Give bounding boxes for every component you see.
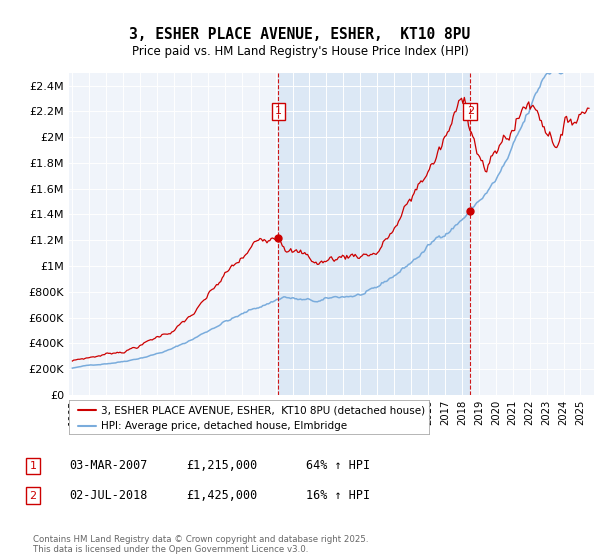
Bar bbox=[278, 73, 470, 395]
Text: 3, ESHER PLACE AVENUE, ESHER,  KT10 8PU: 3, ESHER PLACE AVENUE, ESHER, KT10 8PU bbox=[130, 27, 470, 42]
Text: Contains HM Land Registry data © Crown copyright and database right 2025.
This d: Contains HM Land Registry data © Crown c… bbox=[33, 535, 368, 554]
Text: £1,215,000: £1,215,000 bbox=[186, 459, 257, 473]
Text: 03-MAR-2007: 03-MAR-2007 bbox=[69, 459, 148, 473]
Text: 64% ↑ HPI: 64% ↑ HPI bbox=[306, 459, 370, 473]
Text: Price paid vs. HM Land Registry's House Price Index (HPI): Price paid vs. HM Land Registry's House … bbox=[131, 45, 469, 58]
Text: 2: 2 bbox=[467, 106, 474, 116]
Text: 02-JUL-2018: 02-JUL-2018 bbox=[69, 489, 148, 502]
Text: 16% ↑ HPI: 16% ↑ HPI bbox=[306, 489, 370, 502]
Text: 1: 1 bbox=[275, 106, 282, 116]
Text: HPI: Average price, detached house, Elmbridge: HPI: Average price, detached house, Elmb… bbox=[101, 421, 347, 431]
Text: 3, ESHER PLACE AVENUE, ESHER,  KT10 8PU (detached house): 3, ESHER PLACE AVENUE, ESHER, KT10 8PU (… bbox=[101, 405, 425, 416]
Text: 2: 2 bbox=[29, 491, 37, 501]
Text: £1,425,000: £1,425,000 bbox=[186, 489, 257, 502]
Text: 1: 1 bbox=[29, 461, 37, 471]
